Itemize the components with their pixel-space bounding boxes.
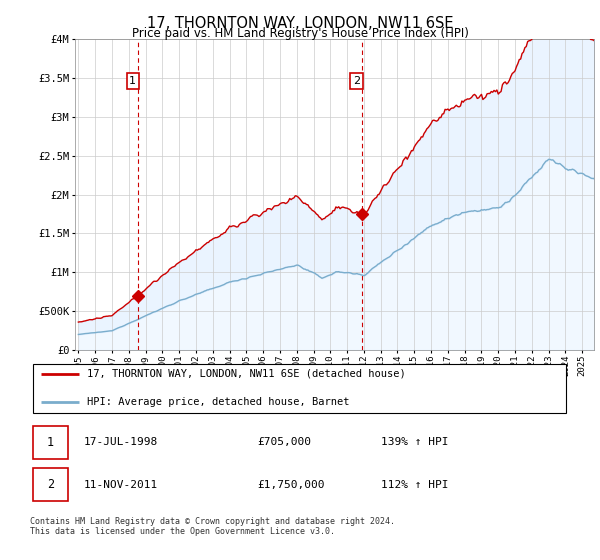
Text: 11-NOV-2011: 11-NOV-2011	[84, 479, 158, 489]
Text: Price paid vs. HM Land Registry's House Price Index (HPI): Price paid vs. HM Land Registry's House …	[131, 27, 469, 40]
Text: £705,000: £705,000	[257, 437, 311, 447]
Text: 17, THORNTON WAY, LONDON, NW11 6SE (detached house): 17, THORNTON WAY, LONDON, NW11 6SE (deta…	[86, 368, 406, 379]
Text: 2: 2	[47, 478, 54, 491]
Text: 2: 2	[353, 76, 360, 86]
FancyBboxPatch shape	[33, 468, 68, 501]
Text: 17-JUL-1998: 17-JUL-1998	[84, 437, 158, 447]
Text: 17, THORNTON WAY, LONDON, NW11 6SE: 17, THORNTON WAY, LONDON, NW11 6SE	[147, 16, 453, 31]
Text: 1: 1	[129, 76, 136, 86]
Text: 112% ↑ HPI: 112% ↑ HPI	[381, 479, 449, 489]
FancyBboxPatch shape	[33, 364, 566, 413]
Text: £1,750,000: £1,750,000	[257, 479, 324, 489]
FancyBboxPatch shape	[33, 426, 68, 459]
Text: HPI: Average price, detached house, Barnet: HPI: Average price, detached house, Barn…	[86, 397, 349, 407]
Text: 1: 1	[47, 436, 54, 449]
Text: 139% ↑ HPI: 139% ↑ HPI	[381, 437, 449, 447]
Text: Contains HM Land Registry data © Crown copyright and database right 2024.
This d: Contains HM Land Registry data © Crown c…	[30, 517, 395, 536]
